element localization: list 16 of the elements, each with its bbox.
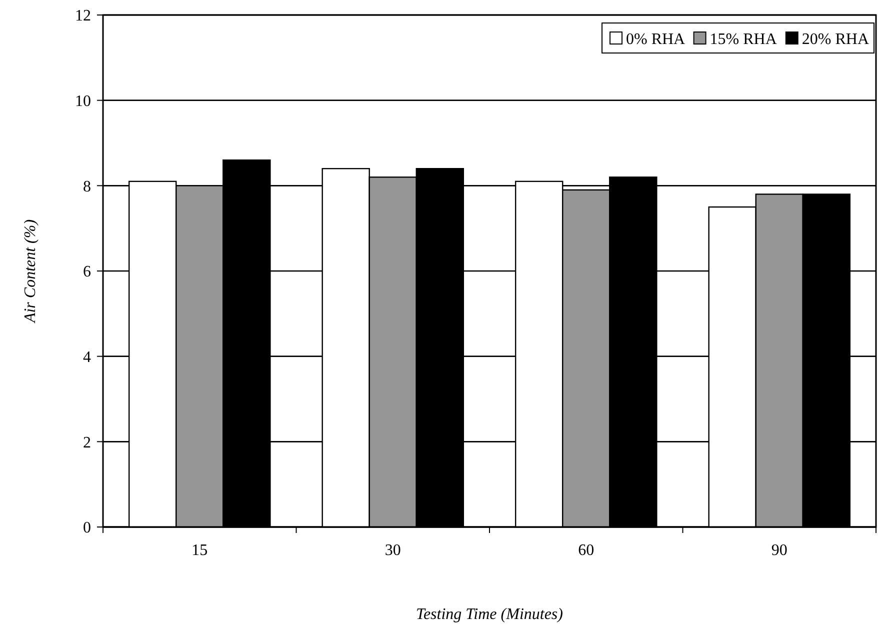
- x-tick-label: 90: [771, 542, 788, 559]
- y-tick-label: 0: [83, 520, 91, 537]
- y-tick-label: 12: [75, 8, 91, 25]
- y-tick-label: 10: [75, 92, 91, 110]
- x-tick-label: 60: [578, 542, 594, 559]
- legend-label: 15% RHA: [710, 31, 778, 48]
- x-tick-label: 30: [384, 542, 401, 559]
- y-tick-label: 8: [83, 178, 91, 196]
- x-axis-title: Testing Time (Minutes): [416, 606, 563, 623]
- y-tick-label: 2: [83, 434, 91, 452]
- y-axis-title: Air Content (%): [22, 219, 39, 324]
- legend-label: 0% RHA: [626, 31, 686, 48]
- y-tick-label: 6: [83, 264, 91, 281]
- legend-label: 20% RHA: [802, 31, 870, 48]
- y-tick-label: 4: [83, 348, 91, 366]
- x-tick-label: 15: [192, 542, 208, 559]
